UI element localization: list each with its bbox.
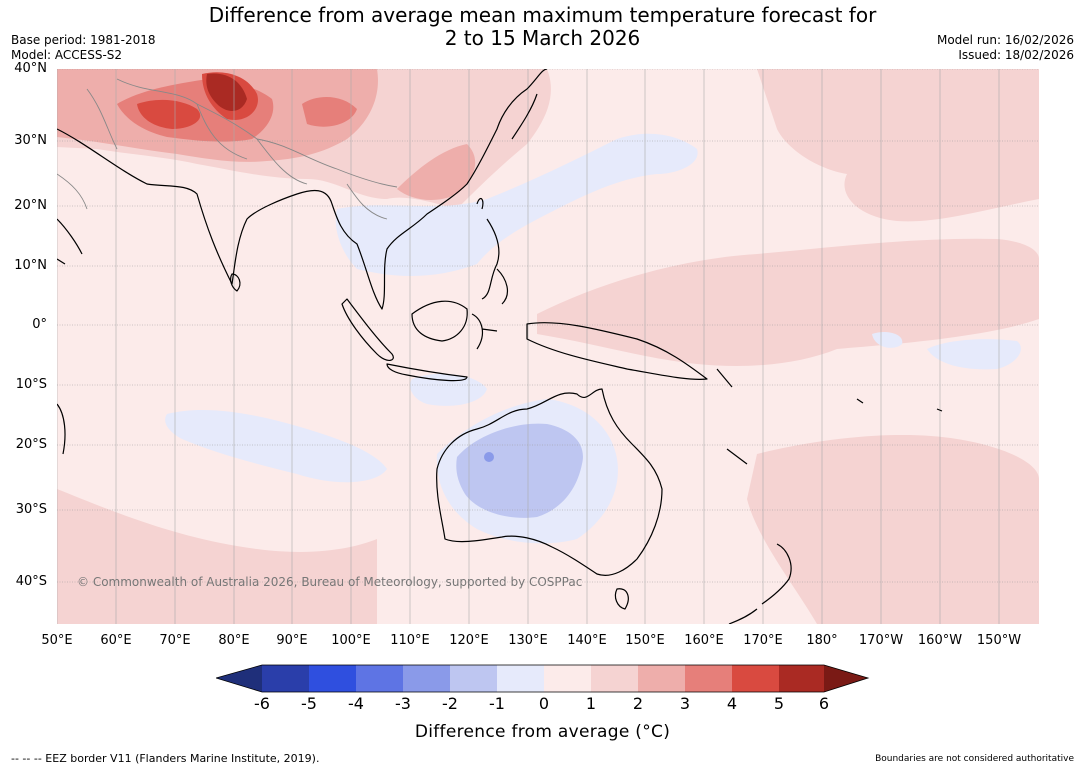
coast-new-guinea <box>526 322 708 380</box>
lon-label: 50°E <box>41 633 73 648</box>
lon-label: 180° <box>806 633 838 648</box>
title-line-1: Difference from average mean maximum tem… <box>208 3 877 27</box>
lat-label: 30°N <box>14 133 47 148</box>
coast-asia <box>57 69 548 310</box>
coast-arabia <box>57 218 83 265</box>
coast-madagascar <box>57 403 66 455</box>
colorbar-tick: 5 <box>773 694 785 713</box>
meridians <box>57 69 1000 624</box>
title-line-2: 2 to 15 March 2026 <box>444 26 641 50</box>
colorbar-segment <box>732 665 779 692</box>
lon-label: 170°E <box>743 633 783 648</box>
anomaly-warm-south-pacific <box>747 434 1039 624</box>
coast-new-zealand <box>728 543 792 624</box>
lat-label: 30°S <box>15 502 47 517</box>
coast-sulawesi <box>471 313 498 350</box>
boundaries-note: Boundaries are not considered authoritat… <box>875 754 1074 764</box>
coast-taiwan-japan <box>476 93 538 210</box>
lat-label: 20°N <box>14 198 47 213</box>
colorbar-tick: -6 <box>254 694 270 713</box>
coast-java <box>386 363 468 382</box>
lon-label: 110°E <box>390 633 430 648</box>
coast-pacific-islands <box>716 368 943 465</box>
coast-australia <box>436 388 663 576</box>
anomaly-very-hot-tibet <box>206 73 247 111</box>
anomaly-cool-south-china-sea <box>335 133 698 276</box>
lon-label: 150°E <box>625 633 665 648</box>
coast-philippines <box>481 218 509 305</box>
meta-right: Model run: 16/02/2026 Issued: 18/02/2026 <box>937 33 1074 63</box>
colorbar-segment <box>450 665 497 692</box>
lon-label: 150°W <box>976 633 1022 648</box>
colorbar-tick: -4 <box>348 694 364 713</box>
colorbar-segment <box>591 665 638 692</box>
lon-label: 90°E <box>276 633 308 648</box>
coast-sri-lanka <box>230 273 241 292</box>
lon-label: 120°E <box>449 633 489 648</box>
colorbar-tick: -1 <box>489 694 505 713</box>
coast-tasmania <box>614 588 629 610</box>
coast-borneo <box>411 300 468 342</box>
lat-label: 20°S <box>15 437 47 452</box>
anomaly-cold-spot <box>484 452 494 462</box>
borders <box>57 78 398 220</box>
map-title: Difference from average mean maximum tem… <box>0 4 1085 50</box>
eez-note: -- -- -- EEZ border V11 (Flanders Marine… <box>11 752 320 765</box>
anomaly-warm-southern-ocean <box>57 489 377 624</box>
anomaly-warm-tropical-pacific <box>537 238 1039 367</box>
lon-label: 170°W <box>858 633 904 648</box>
lon-label: 70°E <box>159 633 191 648</box>
anomaly-cooler-australia <box>456 423 583 518</box>
colorbar-tick: 0 <box>538 694 550 713</box>
colorbar-tick: 3 <box>679 694 691 713</box>
colorbar-tick: -2 <box>442 694 458 713</box>
map-panel[interactable] <box>57 69 1039 624</box>
colorbar-segment <box>262 665 309 692</box>
anomaly-warm-north-pacific <box>757 69 1039 222</box>
lon-label: 100°E <box>331 633 371 648</box>
colorbar-segment <box>497 665 544 692</box>
coast-sumatra <box>341 298 394 361</box>
model-run: Model run: 16/02/2026 <box>936 33 1074 47</box>
colorbar-segment <box>685 665 732 692</box>
anomaly-cool-indian-ocean <box>165 373 487 483</box>
lat-label: 40°S <box>15 574 47 589</box>
colorbar-segment <box>403 665 450 692</box>
colorbar-segment <box>638 665 685 692</box>
colorbar-tick: -5 <box>301 694 317 713</box>
lat-label: 40°N <box>14 61 47 76</box>
graticule <box>57 69 1039 583</box>
lon-label: 160°W <box>917 633 963 648</box>
colorbar-tick: 1 <box>585 694 597 713</box>
lon-label: 80°E <box>218 633 250 648</box>
colorbar <box>216 664 870 693</box>
lon-label: 130°E <box>508 633 548 648</box>
colorbar-segment <box>309 665 356 692</box>
colorbar-tick: -3 <box>395 694 411 713</box>
colorbar-outline <box>216 664 870 693</box>
lon-label: 60°E <box>100 633 132 648</box>
colorbar-tick: 2 <box>632 694 644 713</box>
colorbar-tick: 4 <box>726 694 738 713</box>
colorbar-segment <box>544 665 591 692</box>
coastlines <box>57 69 943 624</box>
lon-label: 160°E <box>684 633 724 648</box>
map-canvas <box>57 69 1039 624</box>
lat-label: 0° <box>32 317 47 332</box>
colorbar-segment <box>216 665 262 692</box>
lat-label: 10°S <box>15 377 47 392</box>
meta-left: Base period: 1981-2018 Model: ACCESS-S2 <box>11 33 156 63</box>
copyright-credit: © Commonwealth of Australia 2026, Bureau… <box>77 575 583 589</box>
model-name: Model: ACCESS-S2 <box>11 48 123 62</box>
colorbar-segment <box>356 665 403 692</box>
issued-date: Issued: 18/02/2026 <box>958 48 1074 62</box>
base-period: Base period: 1981-2018 <box>11 33 156 47</box>
lat-label: 10°N <box>14 258 47 273</box>
colorbar-tick: 6 <box>818 694 830 713</box>
lon-label: 140°E <box>567 633 607 648</box>
colorbar-label: Difference from average (°C) <box>414 722 671 742</box>
colorbar-segment <box>779 665 824 692</box>
anomaly-cool-patches-pacific <box>872 332 1021 370</box>
colorbar-segment <box>824 665 868 692</box>
